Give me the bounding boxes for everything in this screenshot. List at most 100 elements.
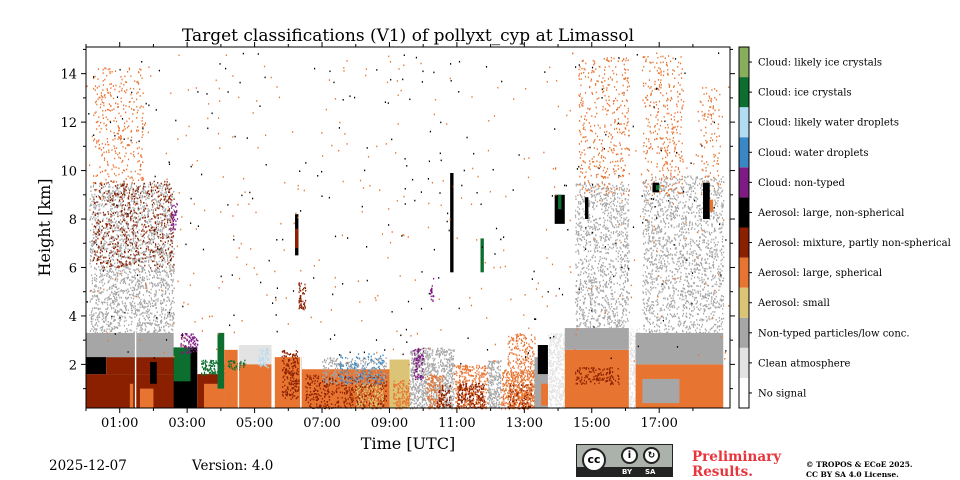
license-sa-label: SA: [645, 468, 656, 476]
class-region: [170, 202, 179, 232]
x-tick-label: 01:00: [101, 416, 138, 431]
class-region: [430, 277, 435, 302]
share-alike-icon: ↻: [643, 447, 660, 464]
legend-label: Cloud: water droplets: [758, 148, 869, 159]
y-tick-label: 10: [60, 165, 77, 180]
class-region: [258, 348, 269, 369]
copyright-line-1: © TROPOS & ECoE 2025.: [806, 460, 913, 469]
class-region: [298, 282, 307, 311]
class-region: [413, 347, 425, 381]
data-gap: [237, 325, 240, 408]
chart-title: Target classifications (V1) of pollyxt_c…: [182, 26, 634, 46]
class-region: [86, 332, 174, 358]
class-region: [558, 194, 562, 210]
class-region: [709, 199, 714, 212]
class-region: [436, 384, 452, 409]
class-region: [635, 332, 724, 365]
class-region: [541, 383, 548, 406]
attribution-icon: i: [621, 447, 638, 464]
legend-swatch: [739, 287, 749, 318]
class-region: [655, 185, 660, 190]
y-tick-label: 6: [69, 261, 77, 276]
x-tick-label: 11:00: [438, 416, 475, 431]
x-tick-label: 13:00: [506, 416, 543, 431]
class-region: [703, 182, 710, 220]
license-by-label: BY: [622, 468, 633, 476]
legend-label: No signal: [758, 388, 806, 399]
y-axis-label: Height [km]: [35, 179, 54, 277]
class-region: [537, 345, 548, 375]
class-region: [480, 238, 484, 273]
x-tick-label: 17:00: [640, 416, 677, 431]
version-label: Version: 4.0: [192, 458, 274, 474]
legend-swatch: [739, 47, 749, 78]
class-region: [150, 361, 157, 384]
class-region: [86, 354, 107, 375]
legend-label: Aerosol: large, non-spherical: [757, 208, 904, 219]
legend-swatch: [739, 197, 749, 228]
class-region: [575, 367, 620, 386]
y-tick-label: 4: [69, 310, 77, 325]
legend-swatch: [739, 257, 749, 288]
class-region: [699, 86, 721, 196]
x-tick-label: 05:00: [236, 416, 273, 431]
x-tick-label: 09:00: [371, 416, 408, 431]
class-region: [339, 353, 384, 385]
legend-label: Non-typed particles/low conc.: [758, 328, 910, 339]
legend-label: Aerosol: large, spherical: [757, 268, 882, 279]
legend-label: Aerosol: small: [757, 298, 830, 309]
class-region: [487, 360, 502, 409]
x-axis-label: Time [UTC]: [361, 434, 455, 453]
class-region: [217, 332, 225, 389]
legend-swatch: [739, 317, 749, 348]
class-region: [237, 345, 272, 365]
class-region: [642, 175, 725, 335]
class-region: [585, 197, 589, 220]
legend-swatch: [739, 227, 749, 258]
y-tick-label: 12: [60, 116, 77, 131]
class-region: [642, 52, 684, 197]
class-region: [355, 383, 384, 410]
preliminary-line-2: Results.: [692, 464, 753, 480]
legend-swatch: [739, 347, 749, 378]
legend-frame: [738, 46, 750, 409]
legend-label: Cloud: likely water droplets: [758, 118, 899, 129]
class-region: [450, 172, 454, 273]
class-region: [295, 228, 299, 249]
class-region: [281, 349, 300, 400]
class-region: [92, 67, 144, 184]
class-region: [173, 347, 191, 382]
data-gap: [300, 325, 302, 408]
cc-license-badge: cc i ↻ BY SA: [576, 444, 673, 477]
date-label: 2025-12-07: [49, 458, 127, 474]
y-tick-label: 8: [69, 213, 77, 228]
x-tick-label: 07:00: [303, 416, 340, 431]
y-tick-label: 2: [69, 358, 77, 373]
legend-swatch: [739, 77, 749, 108]
plot-frame: [85, 46, 731, 409]
class-region: [642, 378, 680, 404]
legend-label: Cloud: likely ice crystals: [758, 58, 882, 69]
legend-swatch: [739, 137, 749, 168]
class-region: [89, 182, 175, 335]
class-region: [204, 383, 225, 408]
x-tick-label: 03:00: [168, 416, 205, 431]
class-region: [139, 388, 154, 408]
legend-label: Aerosol: mixture, partly non-spherical: [757, 238, 951, 249]
class-region: [129, 383, 134, 408]
class-region: [574, 182, 630, 330]
class-region: [392, 379, 411, 410]
class-region: [227, 359, 246, 371]
class-region: [96, 376, 130, 399]
cc-icon: cc: [582, 448, 606, 472]
x-tick-label: 15:00: [573, 416, 610, 431]
legend-label: Cloud: ice crystals: [758, 88, 852, 99]
class-region: [106, 357, 178, 375]
class-region: [180, 333, 199, 354]
data-gap: [273, 325, 275, 408]
legend-label: Clean atmosphere: [758, 358, 851, 369]
legend-label: Cloud: non-typed: [758, 178, 846, 189]
legend-swatch: [739, 167, 749, 198]
